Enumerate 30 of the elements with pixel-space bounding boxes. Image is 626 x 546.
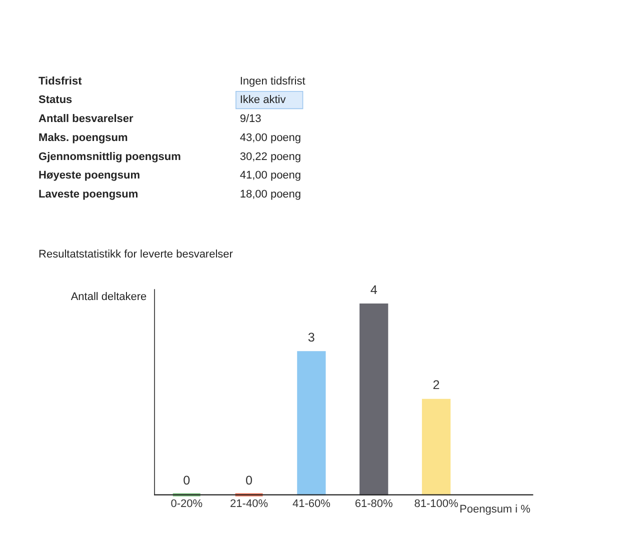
text: 43,00 poeng <box>240 132 302 144</box>
bar <box>297 351 326 496</box>
bar <box>360 303 388 496</box>
x-tick-label: 41-60% <box>292 498 331 510</box>
data-label: 0 <box>246 474 253 488</box>
x-tick-label: 81-100% <box>414 498 458 510</box>
y-axis-title: Antall deltakere <box>70 291 147 304</box>
data-label: 3 <box>308 330 315 345</box>
x-tick-label: 0-20% <box>170 498 203 510</box>
data-label: 2 <box>432 378 440 392</box>
text: Ikke aktiv <box>240 94 286 106</box>
chart-title: Resultatstatistikk for leverte besvarelser <box>38 248 234 261</box>
text: Gjennomsnittlig poengsum <box>38 150 182 163</box>
text: Laveste poengsum <box>38 188 138 201</box>
x-axis-title: Poengsum i % <box>460 504 531 516</box>
text: Status <box>38 94 72 106</box>
bar <box>422 398 451 496</box>
text: Ingen tidsfrist <box>240 75 306 88</box>
text: Maks. poengsum <box>38 132 128 144</box>
data-label: 0 <box>183 474 190 488</box>
text: 41,00 poeng <box>240 170 302 182</box>
text: 18,00 poeng <box>240 188 302 201</box>
text: Høyeste poengsum <box>38 170 140 182</box>
x-tick-label: 21-40% <box>230 498 268 510</box>
text: Antall besvarelser <box>38 113 134 126</box>
text: Tidsfrist <box>38 75 82 88</box>
text: 30,22 poeng <box>240 150 302 163</box>
text: 9/13 <box>240 113 262 126</box>
data-label: 4 <box>370 282 378 297</box>
x-tick-label: 61-80% <box>354 498 394 510</box>
